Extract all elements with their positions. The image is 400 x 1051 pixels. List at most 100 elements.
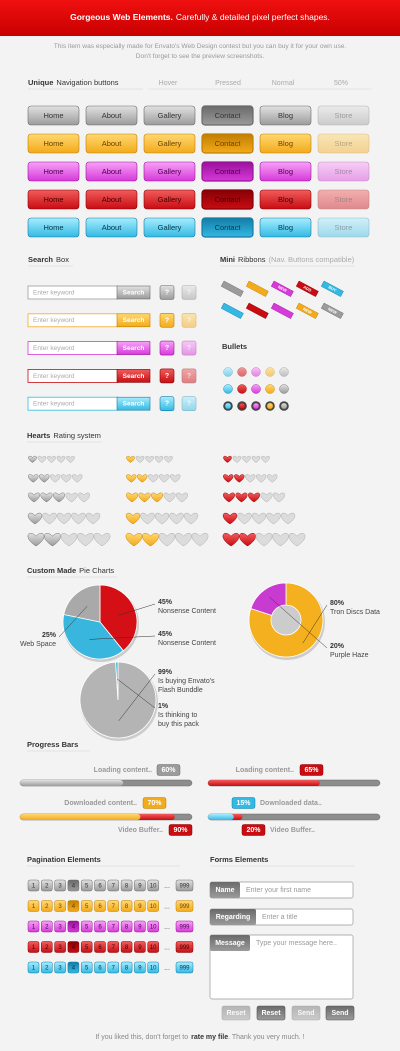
nav-button-body bbox=[85, 161, 138, 182]
nav-button: Blog bbox=[259, 105, 312, 126]
progress-badge bbox=[156, 764, 181, 776]
page-button bbox=[147, 900, 159, 912]
page-label: 1 bbox=[32, 904, 36, 910]
page-label: 7 bbox=[112, 904, 116, 910]
pie-slice bbox=[250, 582, 287, 616]
page-button bbox=[54, 941, 66, 953]
page-label: 3 bbox=[58, 904, 62, 910]
footer-text: . Thank you very much. ! bbox=[228, 1034, 305, 1041]
pie-slice bbox=[63, 584, 101, 623]
page-ellipsis: ... bbox=[164, 903, 170, 910]
heart bbox=[47, 455, 56, 463]
heart bbox=[27, 512, 43, 525]
heart bbox=[239, 533, 256, 547]
page-button bbox=[67, 879, 80, 892]
page-label: 3 bbox=[58, 945, 62, 951]
nav-button: Home bbox=[27, 217, 80, 238]
ribbon bbox=[220, 302, 244, 319]
heart bbox=[223, 455, 232, 463]
form-button-label: Send bbox=[331, 1010, 348, 1017]
nav-button-body bbox=[201, 105, 254, 126]
page-label: 6 bbox=[98, 966, 102, 972]
page-button bbox=[27, 961, 40, 974]
help-label: ? bbox=[165, 345, 169, 352]
page-label: 999 bbox=[179, 966, 190, 972]
nav-button: Store bbox=[317, 161, 370, 182]
section-title: Hearts Rating system bbox=[27, 431, 101, 440]
page-button bbox=[147, 941, 159, 953]
heart bbox=[27, 533, 45, 547]
nav-button: Gallery bbox=[143, 133, 196, 154]
section-title: Unique Navigation buttons bbox=[28, 78, 119, 87]
nav-button: Gallery bbox=[143, 161, 196, 182]
page-button bbox=[80, 961, 93, 974]
page-label: 3 bbox=[58, 925, 62, 931]
page-button bbox=[41, 920, 53, 933]
progress-fill bbox=[20, 780, 124, 786]
progress-badge bbox=[299, 764, 324, 776]
nav-button-body bbox=[201, 161, 254, 182]
nav-button: Contact bbox=[201, 105, 254, 126]
page-button bbox=[67, 920, 80, 933]
search-button-label: Search bbox=[123, 345, 145, 352]
nav-button: Contact bbox=[201, 133, 254, 154]
nav-button: About bbox=[85, 133, 138, 154]
form-placeholder: Type your message here.. bbox=[256, 940, 337, 947]
pie-name: Is thinking to bbox=[158, 712, 197, 719]
ribbon bbox=[245, 302, 269, 319]
heart bbox=[260, 492, 273, 503]
heart bbox=[245, 474, 256, 483]
heart bbox=[154, 455, 164, 463]
help-button bbox=[159, 340, 175, 356]
page-label: 9 bbox=[138, 945, 142, 951]
page-button bbox=[41, 879, 53, 892]
page-ellipsis: ... bbox=[164, 924, 170, 931]
heart bbox=[272, 533, 289, 547]
heart bbox=[125, 512, 141, 525]
page-button bbox=[94, 879, 106, 892]
footer: If you liked this, don't forget to rate m… bbox=[95, 1034, 304, 1041]
heart bbox=[60, 533, 78, 547]
progress-badge-label: 90% bbox=[173, 827, 188, 834]
progress-badge bbox=[241, 824, 266, 836]
search-button-label: Search bbox=[123, 317, 145, 324]
form-button: Reset bbox=[221, 1005, 251, 1021]
page-label: 1 bbox=[32, 945, 36, 951]
heart bbox=[251, 455, 261, 463]
bullet bbox=[280, 402, 288, 410]
page-label: 4 bbox=[72, 904, 76, 910]
search-button bbox=[116, 369, 151, 383]
ribbon: NEW bbox=[270, 280, 294, 297]
heart bbox=[77, 533, 94, 547]
heart bbox=[126, 455, 135, 463]
pie-value: 80% bbox=[330, 600, 345, 607]
page-button bbox=[120, 900, 133, 912]
heart bbox=[40, 492, 53, 503]
form-button-label: Reset bbox=[261, 1010, 281, 1017]
bullet bbox=[279, 367, 289, 377]
heart bbox=[159, 474, 170, 483]
page-button bbox=[120, 941, 133, 953]
nav-button-label: Gallery bbox=[158, 167, 182, 176]
help-label: ? bbox=[187, 345, 191, 352]
page-label: 6 bbox=[98, 884, 102, 890]
page-button bbox=[54, 900, 66, 912]
page-button bbox=[80, 900, 93, 912]
page-label: 2 bbox=[45, 945, 49, 951]
section-title-bold: Unique bbox=[28, 78, 53, 87]
progress-badge bbox=[168, 824, 193, 836]
heart bbox=[191, 533, 209, 547]
nav-button: Blog bbox=[259, 133, 312, 154]
page-button bbox=[54, 961, 66, 974]
nav-button-body bbox=[317, 105, 370, 126]
nav-button: Gallery bbox=[143, 105, 196, 126]
page-ellipsis: ... bbox=[164, 965, 170, 972]
nav-button: Blog bbox=[259, 161, 312, 182]
state-label: 50% bbox=[334, 80, 348, 87]
nav-button-label: Blog bbox=[278, 167, 293, 176]
heart bbox=[135, 455, 145, 463]
heart bbox=[232, 455, 242, 463]
intro-line: This item was especially made for Envato… bbox=[54, 43, 347, 50]
page-label: 999 bbox=[179, 884, 190, 890]
heart bbox=[222, 512, 238, 525]
